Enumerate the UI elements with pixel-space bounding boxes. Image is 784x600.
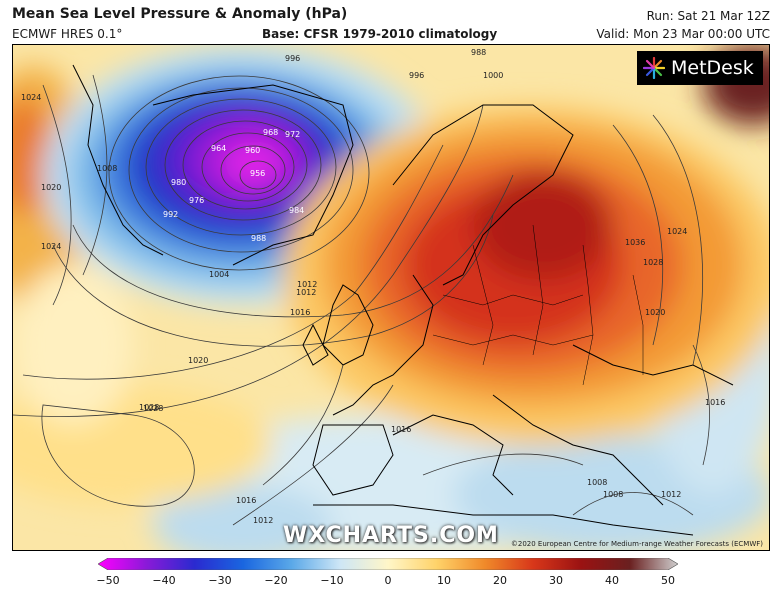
- isobar-label: 1008: [97, 164, 117, 173]
- isobar-label: 980: [171, 178, 186, 187]
- isobar-label: 1012: [661, 490, 681, 499]
- isobar-label: 984: [289, 206, 304, 215]
- metdesk-logo: MetDesk: [637, 51, 763, 85]
- legend-tick-label: −20: [264, 574, 288, 587]
- isobar-label: 1008: [603, 490, 623, 499]
- isobar-label: 968: [263, 128, 278, 137]
- isobar-label: 1024: [667, 227, 687, 236]
- isobar-label: 1016: [705, 398, 725, 407]
- isobar-label: 996: [285, 54, 300, 63]
- isobar-label: 1036: [625, 238, 645, 247]
- country-borders: [432, 224, 644, 386]
- legend-tick-label: −10: [320, 574, 344, 587]
- isobar-label: 1024: [21, 93, 41, 102]
- legend-tick-label: −30: [208, 574, 232, 587]
- isobar-label: 1028: [143, 404, 163, 413]
- legend-tick-label: 0: [384, 574, 392, 587]
- base-climatology-label: Base: CFSR 1979-2010 climatology: [262, 27, 498, 41]
- color-legend: −50 −40 −30 −20 −10 0 10 20 30 40 50: [96, 556, 678, 596]
- isobars: [13, 74, 710, 526]
- isobar-label: 1016: [236, 496, 256, 505]
- copyright-notice: ©2020 European Centre for Medium-range W…: [510, 540, 763, 548]
- isobar-label: 1000: [483, 71, 503, 80]
- isobar-label: 1004: [209, 270, 229, 279]
- isobar-label: 996: [409, 71, 424, 80]
- isobar-label: 960: [245, 146, 260, 155]
- isobar-label: 1012: [296, 288, 316, 297]
- isobar-label: 1028: [643, 258, 663, 267]
- run-time-label: Run: Sat 21 Mar 12Z: [646, 9, 770, 23]
- isobar-label: 1020: [188, 356, 208, 365]
- chart-title: Mean Sea Level Pressure & Anomaly (hPa): [12, 6, 348, 22]
- anomaly-fill: [13, 45, 769, 550]
- coastlines: [72, 64, 734, 536]
- isobar-label: 1024: [41, 242, 61, 251]
- isobar-label: 956: [250, 169, 265, 178]
- isobar-label: 1012: [253, 516, 273, 525]
- isobar-label: 1016: [391, 425, 411, 434]
- legend-tick-label: 50: [661, 574, 675, 587]
- isobar-label: 1020: [645, 308, 665, 317]
- legend-tick-label: 30: [549, 574, 563, 587]
- legend-tick-label: −40: [152, 574, 176, 587]
- isobar-label: 1028: [139, 403, 159, 412]
- legend-tick-label: 10: [437, 574, 451, 587]
- isobar-label: 1020: [41, 183, 61, 192]
- isobar-label: 972: [285, 130, 300, 139]
- legend-tick-label: 20: [493, 574, 507, 587]
- model-label: ECMWF HRES 0.1°: [12, 27, 123, 41]
- logo-text: MetDesk: [671, 57, 754, 79]
- isobar-label: 988: [251, 234, 266, 243]
- isobar-label: 1012: [297, 280, 317, 289]
- isobar-label: 988: [471, 48, 486, 57]
- isobar-label: 992: [163, 210, 178, 219]
- isobar-label: 1008: [587, 478, 607, 487]
- valid-time-label: Valid: Mon 23 Mar 00:00 UTC: [596, 27, 770, 41]
- map-panel: 956 960 964 968 972 976 980 984 988 992 996 1000 100…: [12, 44, 770, 551]
- legend-colorbar: [98, 558, 678, 570]
- legend-tick-label: 40: [605, 574, 619, 587]
- watermark: WXCHARTS.COM: [283, 523, 499, 548]
- legend-tick-label: −50: [96, 574, 120, 587]
- metdesk-starburst-icon: [643, 57, 665, 79]
- isobar-label: 976: [189, 196, 204, 205]
- isobar-label: 1016: [290, 308, 310, 317]
- isobar-label: 964: [211, 144, 226, 153]
